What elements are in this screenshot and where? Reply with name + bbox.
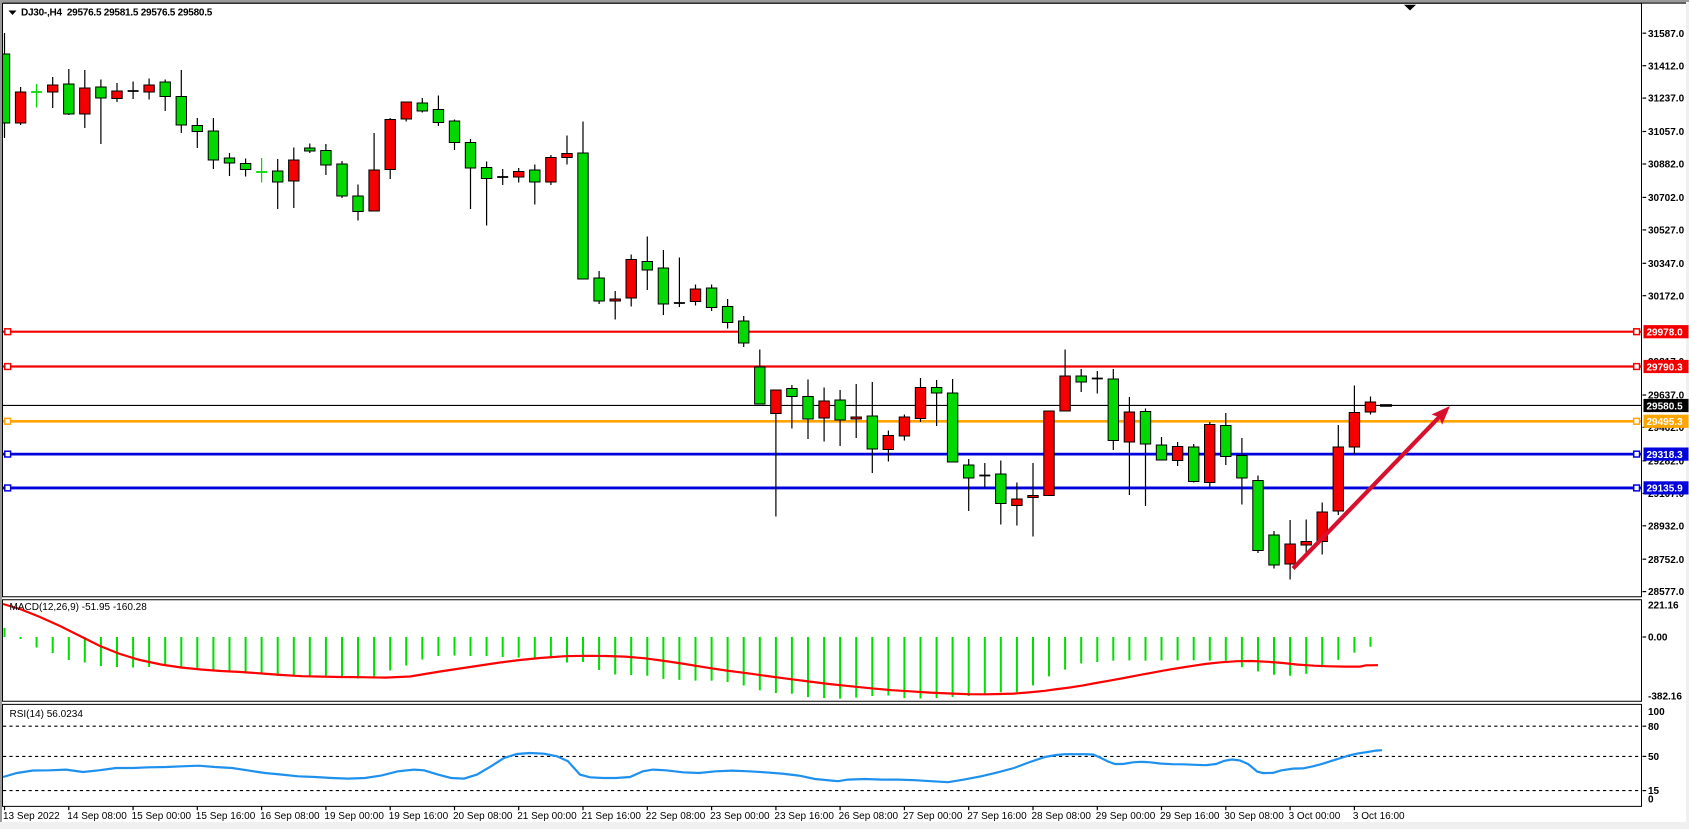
svg-text:21 Sep 16:00: 21 Sep 16:00 bbox=[582, 811, 642, 822]
svg-text:29790.3: 29790.3 bbox=[1647, 362, 1684, 373]
svg-text:14 Sep 08:00: 14 Sep 08:00 bbox=[67, 811, 127, 822]
svg-text:29462.0: 29462.0 bbox=[1648, 423, 1685, 434]
svg-text:28 Sep 08:00: 28 Sep 08:00 bbox=[1032, 811, 1092, 822]
svg-text:29580.5: 29580.5 bbox=[1647, 401, 1684, 412]
svg-text:30 Sep 08:00: 30 Sep 08:00 bbox=[1224, 811, 1284, 822]
svg-text:15 Sep 16:00: 15 Sep 16:00 bbox=[196, 811, 256, 822]
svg-text:28932.0: 28932.0 bbox=[1648, 521, 1685, 532]
svg-text:29 Sep 16:00: 29 Sep 16:00 bbox=[1160, 811, 1220, 822]
svg-text:29637.0: 29637.0 bbox=[1648, 391, 1685, 402]
svg-text:19 Sep 00:00: 19 Sep 00:00 bbox=[324, 811, 384, 822]
svg-text:29282.0: 29282.0 bbox=[1648, 456, 1685, 467]
svg-text:23 Sep 00:00: 23 Sep 00:00 bbox=[710, 811, 770, 822]
svg-text:-382.16: -382.16 bbox=[1648, 692, 1682, 703]
svg-text:DJ30-,H4 29576.5 29581.5 2957: DJ30-,H4 29576.5 29581.5 29576.5 29580.5 bbox=[21, 8, 213, 19]
svg-text:22 Sep 08:00: 22 Sep 08:00 bbox=[646, 811, 706, 822]
svg-text:29495.3: 29495.3 bbox=[1647, 417, 1684, 428]
svg-text:100: 100 bbox=[1648, 707, 1665, 718]
svg-text:0.00: 0.00 bbox=[1648, 633, 1668, 644]
svg-text:3 Oct 00:00: 3 Oct 00:00 bbox=[1289, 811, 1341, 822]
svg-text:27 Sep 00:00: 27 Sep 00:00 bbox=[903, 811, 963, 822]
svg-text:31412.0: 31412.0 bbox=[1648, 61, 1685, 72]
svg-text:29 Sep 00:00: 29 Sep 00:00 bbox=[1096, 811, 1156, 822]
svg-text:13 Sep 2022: 13 Sep 2022 bbox=[3, 811, 60, 822]
svg-text:3 Oct 16:00: 3 Oct 16:00 bbox=[1353, 811, 1405, 822]
svg-text:221.16: 221.16 bbox=[1648, 601, 1679, 612]
svg-text:23 Sep 16:00: 23 Sep 16:00 bbox=[774, 811, 834, 822]
svg-text:15: 15 bbox=[1648, 786, 1660, 797]
svg-text:30527.0: 30527.0 bbox=[1648, 226, 1685, 237]
svg-text:31237.0: 31237.0 bbox=[1648, 94, 1685, 105]
svg-text:29318.3: 29318.3 bbox=[1647, 450, 1684, 461]
svg-text:20 Sep 08:00: 20 Sep 08:00 bbox=[453, 811, 513, 822]
svg-text:28752.0: 28752.0 bbox=[1648, 555, 1685, 566]
svg-text:15 Sep 00:00: 15 Sep 00:00 bbox=[132, 811, 192, 822]
svg-text:MACD(12,26,9) -51.95 -160.28: MACD(12,26,9) -51.95 -160.28 bbox=[10, 602, 148, 613]
svg-text:80: 80 bbox=[1648, 722, 1660, 733]
svg-text:0: 0 bbox=[1648, 795, 1654, 806]
svg-text:30347.0: 30347.0 bbox=[1648, 259, 1685, 270]
svg-text:RSI(14) 56.0234: RSI(14) 56.0234 bbox=[10, 709, 84, 720]
svg-text:29135.9: 29135.9 bbox=[1647, 484, 1684, 495]
svg-text:29978.0: 29978.0 bbox=[1647, 328, 1684, 339]
svg-text:31587.0: 31587.0 bbox=[1648, 29, 1685, 40]
svg-text:27 Sep 16:00: 27 Sep 16:00 bbox=[967, 811, 1027, 822]
svg-text:16 Sep 08:00: 16 Sep 08:00 bbox=[260, 811, 320, 822]
svg-text:30882.0: 30882.0 bbox=[1648, 160, 1685, 171]
svg-text:31057.0: 31057.0 bbox=[1648, 127, 1685, 138]
svg-text:26 Sep 08:00: 26 Sep 08:00 bbox=[839, 811, 899, 822]
svg-text:19 Sep 16:00: 19 Sep 16:00 bbox=[389, 811, 449, 822]
svg-text:30702.0: 30702.0 bbox=[1648, 193, 1685, 204]
svg-text:50: 50 bbox=[1648, 752, 1660, 763]
svg-text:28577.0: 28577.0 bbox=[1648, 587, 1685, 598]
svg-text:30172.0: 30172.0 bbox=[1648, 291, 1685, 302]
svg-text:21 Sep 00:00: 21 Sep 00:00 bbox=[517, 811, 577, 822]
